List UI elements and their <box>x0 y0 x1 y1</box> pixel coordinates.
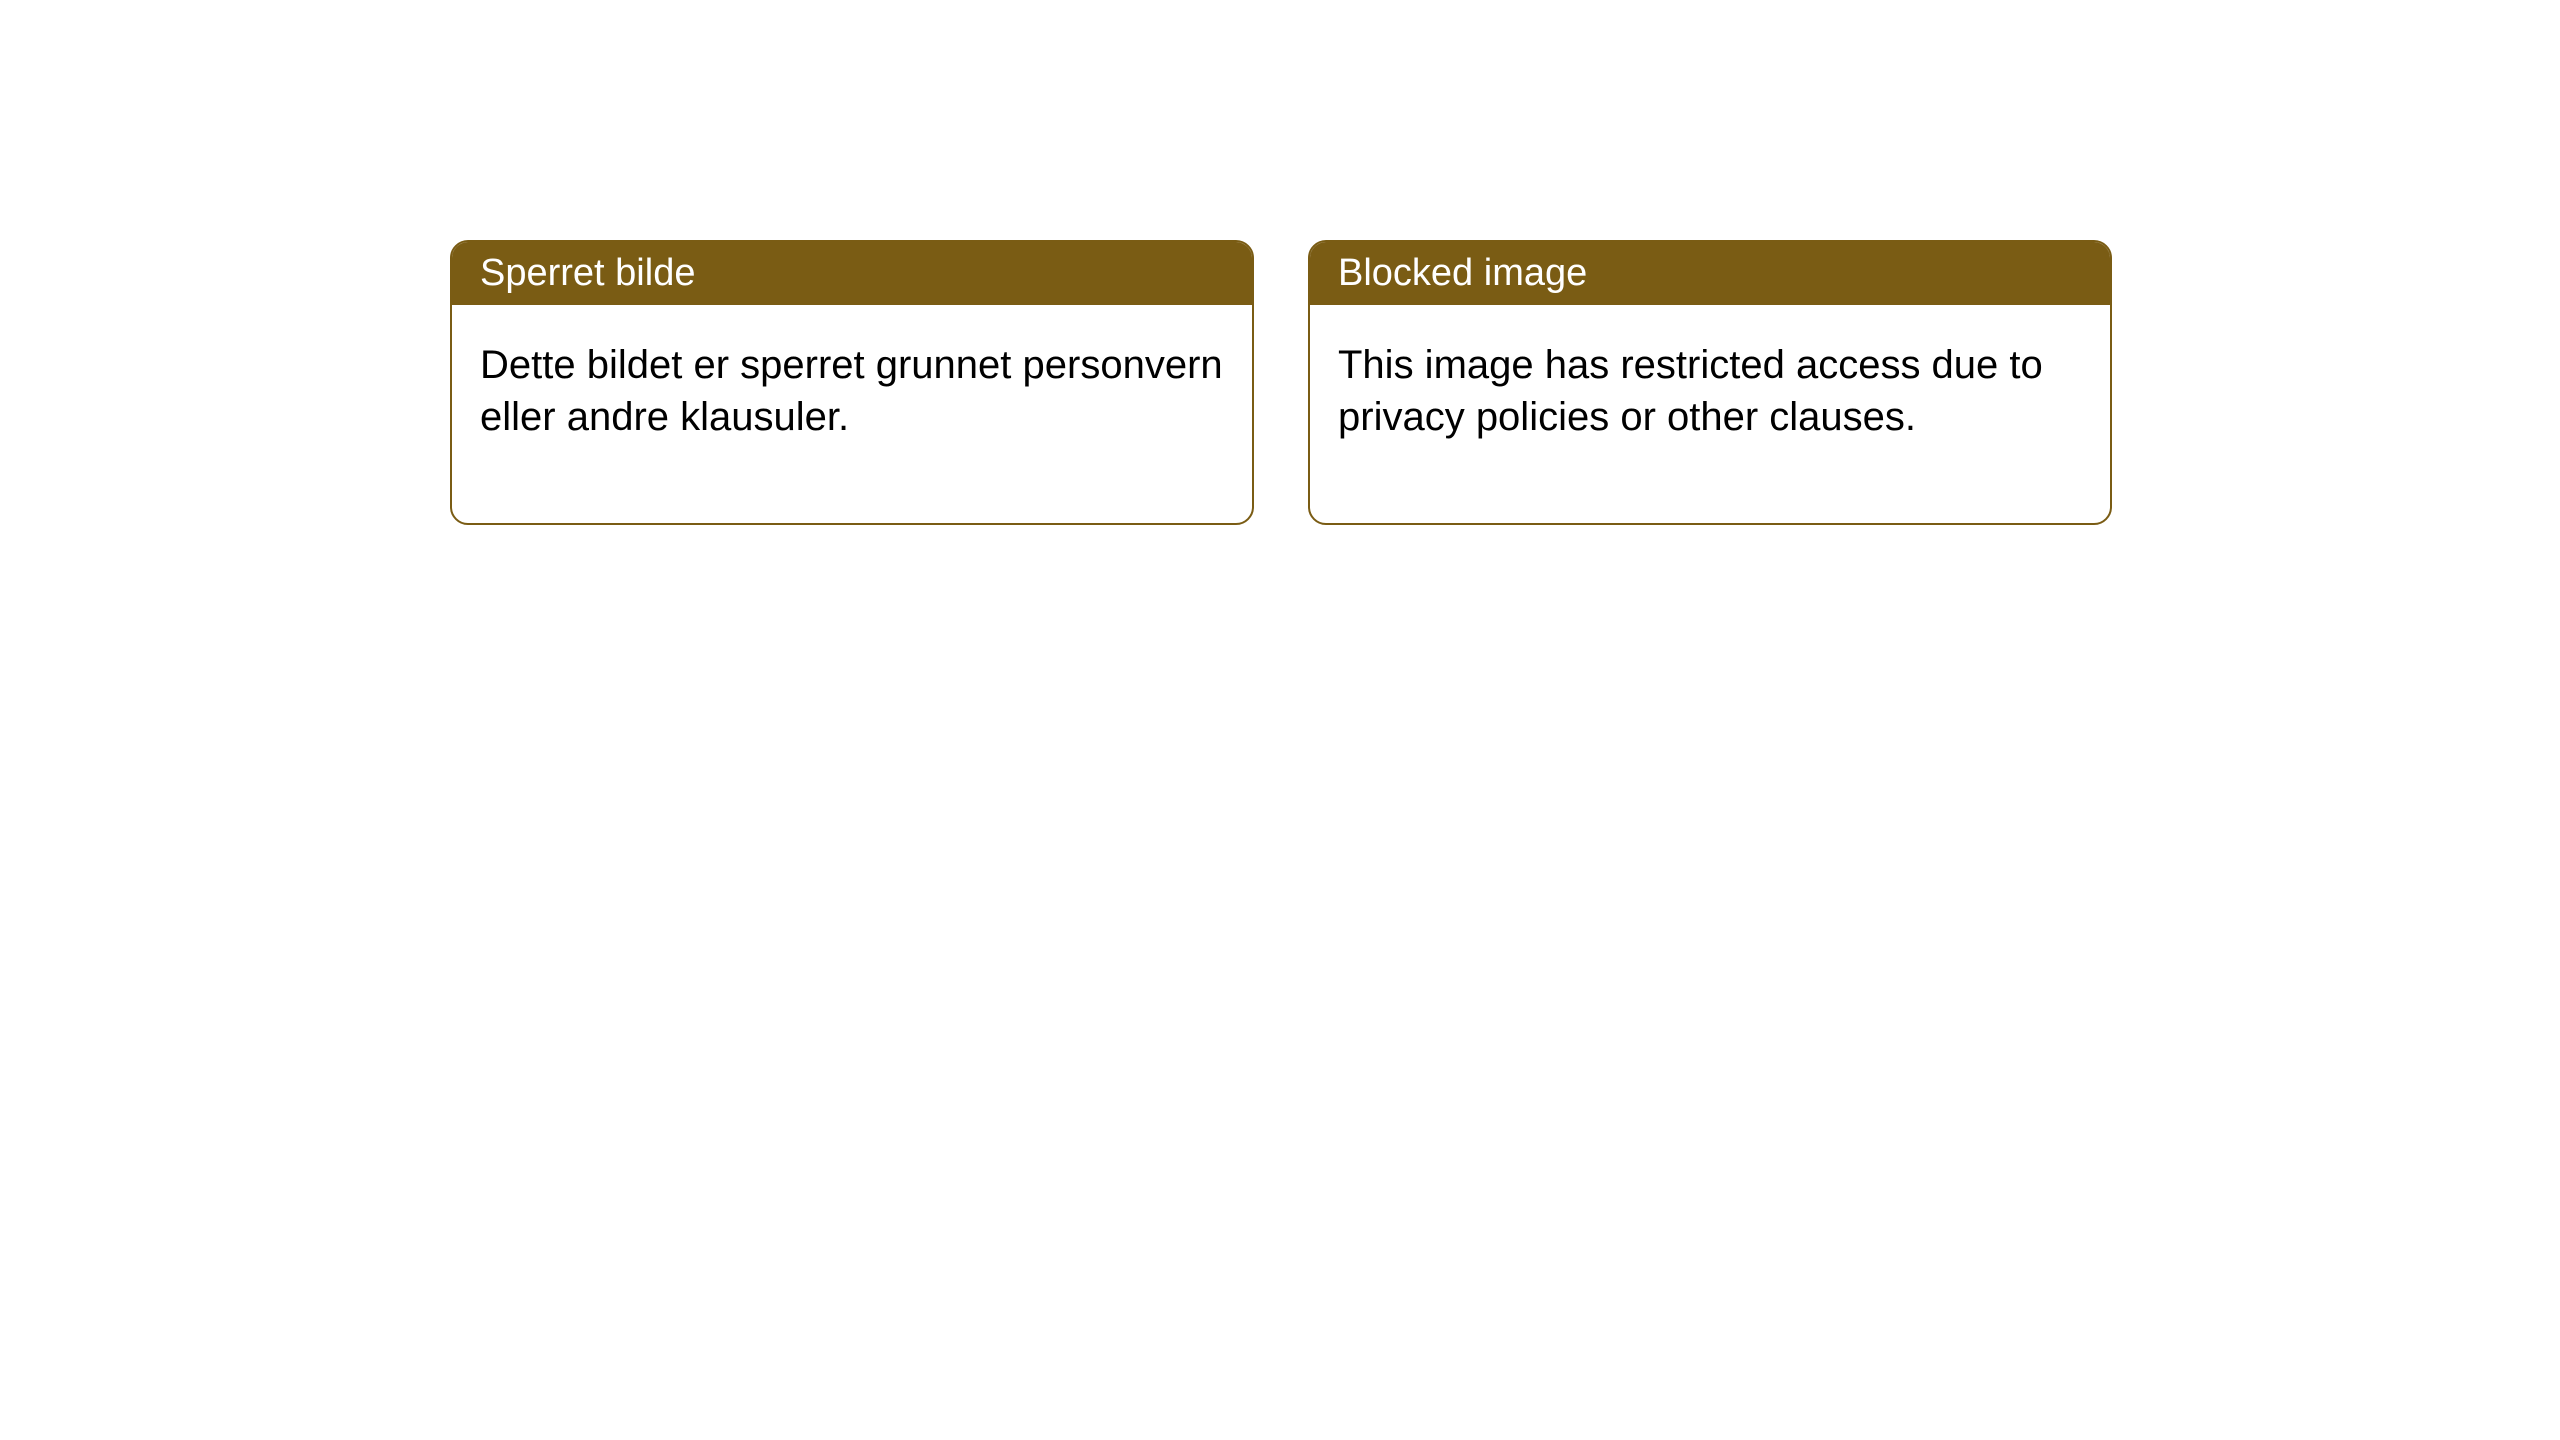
notice-card-norwegian: Sperret bilde Dette bildet er sperret gr… <box>450 240 1254 525</box>
card-title: Blocked image <box>1338 252 1587 294</box>
card-body: This image has restricted access due to … <box>1310 305 2110 523</box>
card-title: Sperret bilde <box>480 252 695 294</box>
card-body: Dette bildet er sperret grunnet personve… <box>452 305 1252 523</box>
card-body-text: This image has restricted access due to … <box>1338 343 2043 439</box>
card-header: Sperret bilde <box>452 242 1252 305</box>
notice-card-english: Blocked image This image has restricted … <box>1308 240 2112 525</box>
card-body-text: Dette bildet er sperret grunnet personve… <box>480 343 1223 439</box>
notice-cards-container: Sperret bilde Dette bildet er sperret gr… <box>0 0 2560 525</box>
card-header: Blocked image <box>1310 242 2110 305</box>
